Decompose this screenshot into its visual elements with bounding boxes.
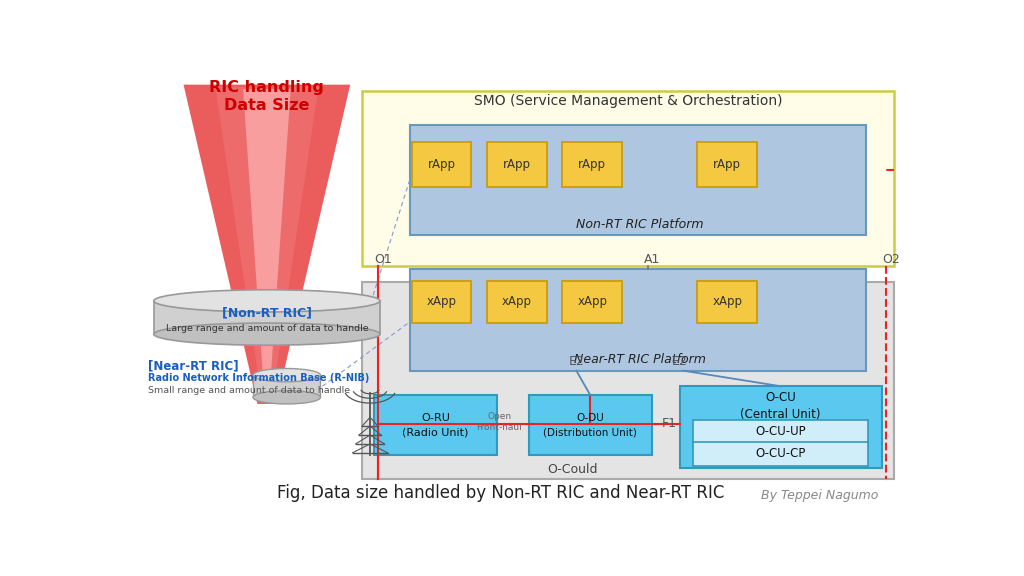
FancyBboxPatch shape [680, 386, 882, 468]
FancyBboxPatch shape [697, 281, 757, 323]
Polygon shape [243, 89, 291, 375]
Ellipse shape [253, 391, 321, 404]
Text: xApp: xApp [578, 295, 607, 309]
FancyBboxPatch shape [693, 442, 867, 466]
Text: rApp: rApp [579, 158, 606, 171]
FancyBboxPatch shape [253, 375, 321, 397]
Polygon shape [215, 87, 318, 391]
Text: Near-RT RIC Platform: Near-RT RIC Platform [573, 353, 706, 366]
Ellipse shape [253, 369, 321, 382]
Text: xApp: xApp [426, 295, 457, 309]
Text: [Near-RT RIC]: [Near-RT RIC] [147, 359, 239, 373]
Text: Radio Network Information Base (R-NIB): Radio Network Information Base (R-NIB) [147, 373, 370, 383]
Polygon shape [183, 85, 350, 404]
Text: By Teppei Nagumo: By Teppei Nagumo [761, 488, 878, 502]
Text: Small range and amount of data to handle: Small range and amount of data to handle [147, 386, 350, 395]
FancyBboxPatch shape [562, 281, 622, 323]
Text: [Non-RT RIC]: [Non-RT RIC] [222, 306, 312, 320]
Text: Non-RT RIC Platform: Non-RT RIC Platform [577, 218, 703, 231]
Text: O-CU-UP: O-CU-UP [755, 425, 806, 438]
FancyBboxPatch shape [374, 395, 497, 455]
FancyBboxPatch shape [562, 142, 622, 187]
FancyBboxPatch shape [410, 124, 866, 236]
Text: Large range and amount of data to handle: Large range and amount of data to handle [166, 324, 369, 333]
Text: xApp: xApp [502, 295, 531, 309]
FancyBboxPatch shape [412, 281, 471, 323]
FancyBboxPatch shape [362, 282, 894, 479]
Text: E2: E2 [672, 355, 687, 369]
Text: Fig, Data size handled by Non-RT RIC and Near-RT RIC: Fig, Data size handled by Non-RT RIC and… [278, 484, 725, 502]
Text: rApp: rApp [503, 158, 530, 171]
FancyBboxPatch shape [154, 301, 380, 334]
Text: SMO (Service Management & Orchestration): SMO (Service Management & Orchestration) [474, 93, 782, 108]
Text: O-CU-CP: O-CU-CP [755, 448, 806, 460]
FancyBboxPatch shape [528, 395, 652, 455]
FancyBboxPatch shape [697, 142, 757, 187]
Text: O-CU
(Central Unit): O-CU (Central Unit) [740, 391, 821, 420]
Text: E2: E2 [568, 355, 585, 369]
Text: O1: O1 [374, 253, 392, 267]
Text: rApp: rApp [427, 158, 456, 171]
FancyBboxPatch shape [412, 142, 471, 187]
Text: F1: F1 [662, 418, 676, 430]
Ellipse shape [154, 290, 380, 312]
Text: A1: A1 [644, 253, 660, 267]
Text: O-Could: O-Could [547, 463, 598, 476]
Text: rApp: rApp [713, 158, 741, 171]
Text: O-RU
(Radio Unit): O-RU (Radio Unit) [402, 413, 469, 437]
FancyBboxPatch shape [487, 281, 547, 323]
Text: xApp: xApp [712, 295, 742, 309]
FancyBboxPatch shape [410, 268, 866, 371]
Text: O2: O2 [882, 253, 900, 267]
Text: Open
Front-haul: Open Front-haul [476, 412, 522, 432]
Text: RIC handling
Data Size: RIC handling Data Size [210, 80, 325, 113]
FancyBboxPatch shape [693, 419, 867, 444]
Text: O-DU
(Distribution Unit): O-DU (Distribution Unit) [544, 413, 637, 437]
FancyBboxPatch shape [487, 142, 547, 187]
FancyBboxPatch shape [362, 92, 894, 267]
Ellipse shape [154, 323, 380, 345]
